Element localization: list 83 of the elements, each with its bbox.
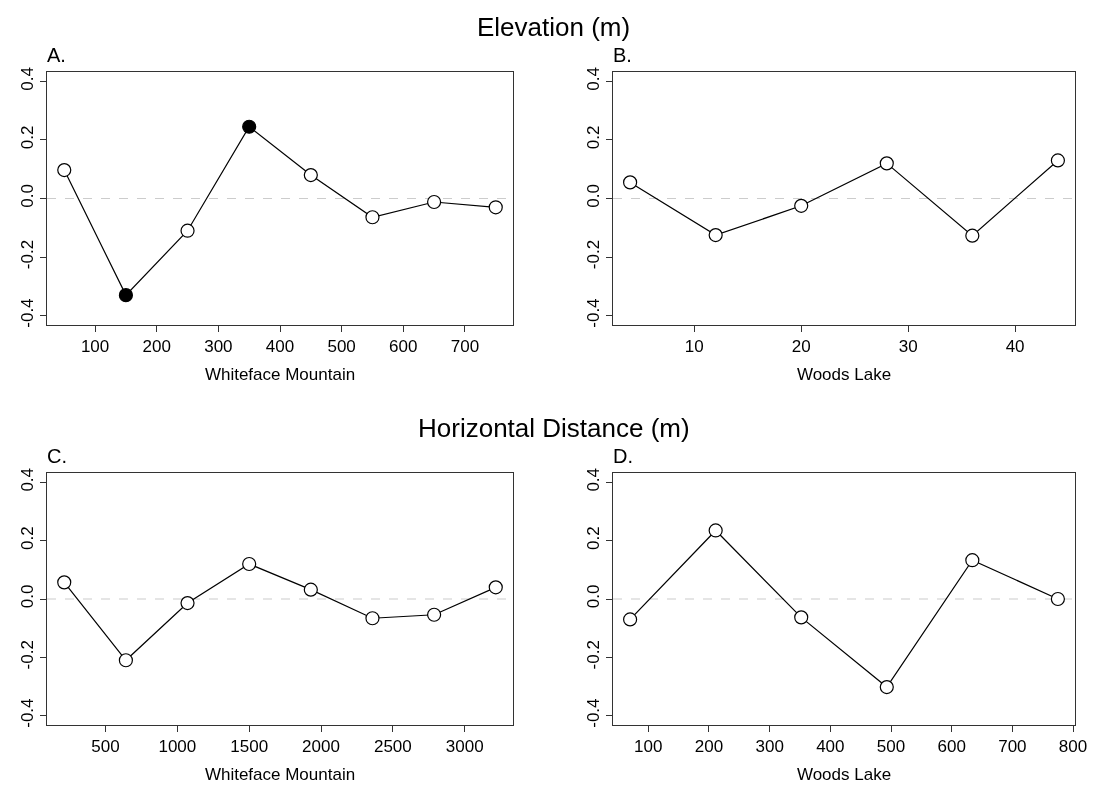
point xyxy=(303,582,318,597)
x-axis-title: Whiteface Mountain xyxy=(204,764,356,784)
point xyxy=(879,156,894,171)
point xyxy=(365,611,380,626)
point xyxy=(879,679,894,695)
point xyxy=(57,575,72,590)
x-tick-label: 200 xyxy=(694,737,724,757)
point xyxy=(488,580,503,595)
x-tick-label: 700 xyxy=(998,737,1027,757)
x-tick-label: 10 xyxy=(684,337,704,357)
point xyxy=(427,194,442,210)
y-tick-label: 0.0 xyxy=(18,184,38,208)
x-tick-label: 100 xyxy=(634,737,663,757)
chart-title: C. xyxy=(47,445,67,467)
y-tick-label: 0.4 xyxy=(584,67,604,91)
x-axis-title: Woods Lake xyxy=(796,764,892,784)
point xyxy=(118,288,133,303)
y-tick-label: 0.2 xyxy=(18,125,38,150)
y-tick-label: -0.4 xyxy=(18,298,38,328)
point xyxy=(180,223,195,238)
point xyxy=(303,167,318,183)
y-tick-label: 0.2 xyxy=(584,125,604,150)
text: Horizontal Distance (m) xyxy=(418,413,690,443)
chart-title: B. xyxy=(613,44,632,66)
point xyxy=(965,228,980,243)
y-tick-label: 0.4 xyxy=(18,467,38,492)
x-tick-label: 40 xyxy=(1005,337,1025,357)
x-tick-label: 700 xyxy=(450,337,480,357)
chart-title: D. xyxy=(613,445,633,467)
chart-title: A. xyxy=(47,44,66,66)
x-tick-label: 400 xyxy=(816,737,845,757)
point xyxy=(365,210,380,225)
y-tick-label: -0.4 xyxy=(584,298,604,328)
x-tick-label: 3000 xyxy=(445,737,484,757)
x-tick-label: 100 xyxy=(80,337,110,357)
y-tick-label: 0.2 xyxy=(584,526,604,550)
x-tick-label: 500 xyxy=(327,337,356,357)
point xyxy=(623,175,638,190)
y-tick-label: 0.0 xyxy=(584,184,604,208)
point xyxy=(118,653,133,668)
y-tick-label: 0.0 xyxy=(18,584,38,609)
x-tick-label: 20 xyxy=(791,337,811,357)
y-tick-label: -0.2 xyxy=(584,239,604,270)
y-tick-label: -0.4 xyxy=(584,698,604,728)
x-tick-label: 200 xyxy=(142,337,171,357)
y-tick-label: -0.2 xyxy=(18,239,38,270)
y-tick-label: 0.4 xyxy=(584,467,604,492)
y-tick-label: -0.4 xyxy=(18,698,38,728)
text: Elevation (m) xyxy=(477,12,631,42)
x-tick-label: 600 xyxy=(389,337,418,357)
y-tick-label: 0.4 xyxy=(18,67,38,91)
y-tick-label: -0.2 xyxy=(18,640,38,670)
y-tick-label: 0.0 xyxy=(584,584,604,609)
x-axis-title: Whiteface Mountain xyxy=(204,364,356,384)
point xyxy=(180,595,195,611)
point xyxy=(488,200,503,215)
x-tick-label: 1500 xyxy=(230,737,269,757)
x-tick-label: 300 xyxy=(204,337,233,357)
point xyxy=(242,556,257,572)
point xyxy=(623,612,638,627)
x-tick-label: 500 xyxy=(91,737,120,757)
point xyxy=(794,198,809,213)
y-tick-label: -0.2 xyxy=(584,640,604,670)
y-tick-label: 0.2 xyxy=(18,526,38,550)
point xyxy=(708,228,723,243)
x-tick-label: 1000 xyxy=(158,737,197,757)
point xyxy=(1050,153,1065,168)
x-tick-label: 2000 xyxy=(302,737,340,757)
point xyxy=(427,607,442,622)
point xyxy=(794,610,809,625)
point xyxy=(965,553,980,568)
x-tick-label: 300 xyxy=(755,737,784,757)
x-axis-title: Woods Lake xyxy=(796,364,892,384)
point xyxy=(57,163,72,178)
x-tick-label: 800 xyxy=(1058,737,1088,757)
x-tick-label: 400 xyxy=(265,337,295,357)
x-tick-label: 2500 xyxy=(373,737,412,757)
point xyxy=(1050,591,1065,607)
x-tick-label: 500 xyxy=(876,737,906,757)
x-tick-label: 600 xyxy=(937,737,966,757)
point xyxy=(242,119,257,134)
x-tick-label: 30 xyxy=(898,337,918,357)
point xyxy=(708,523,723,538)
